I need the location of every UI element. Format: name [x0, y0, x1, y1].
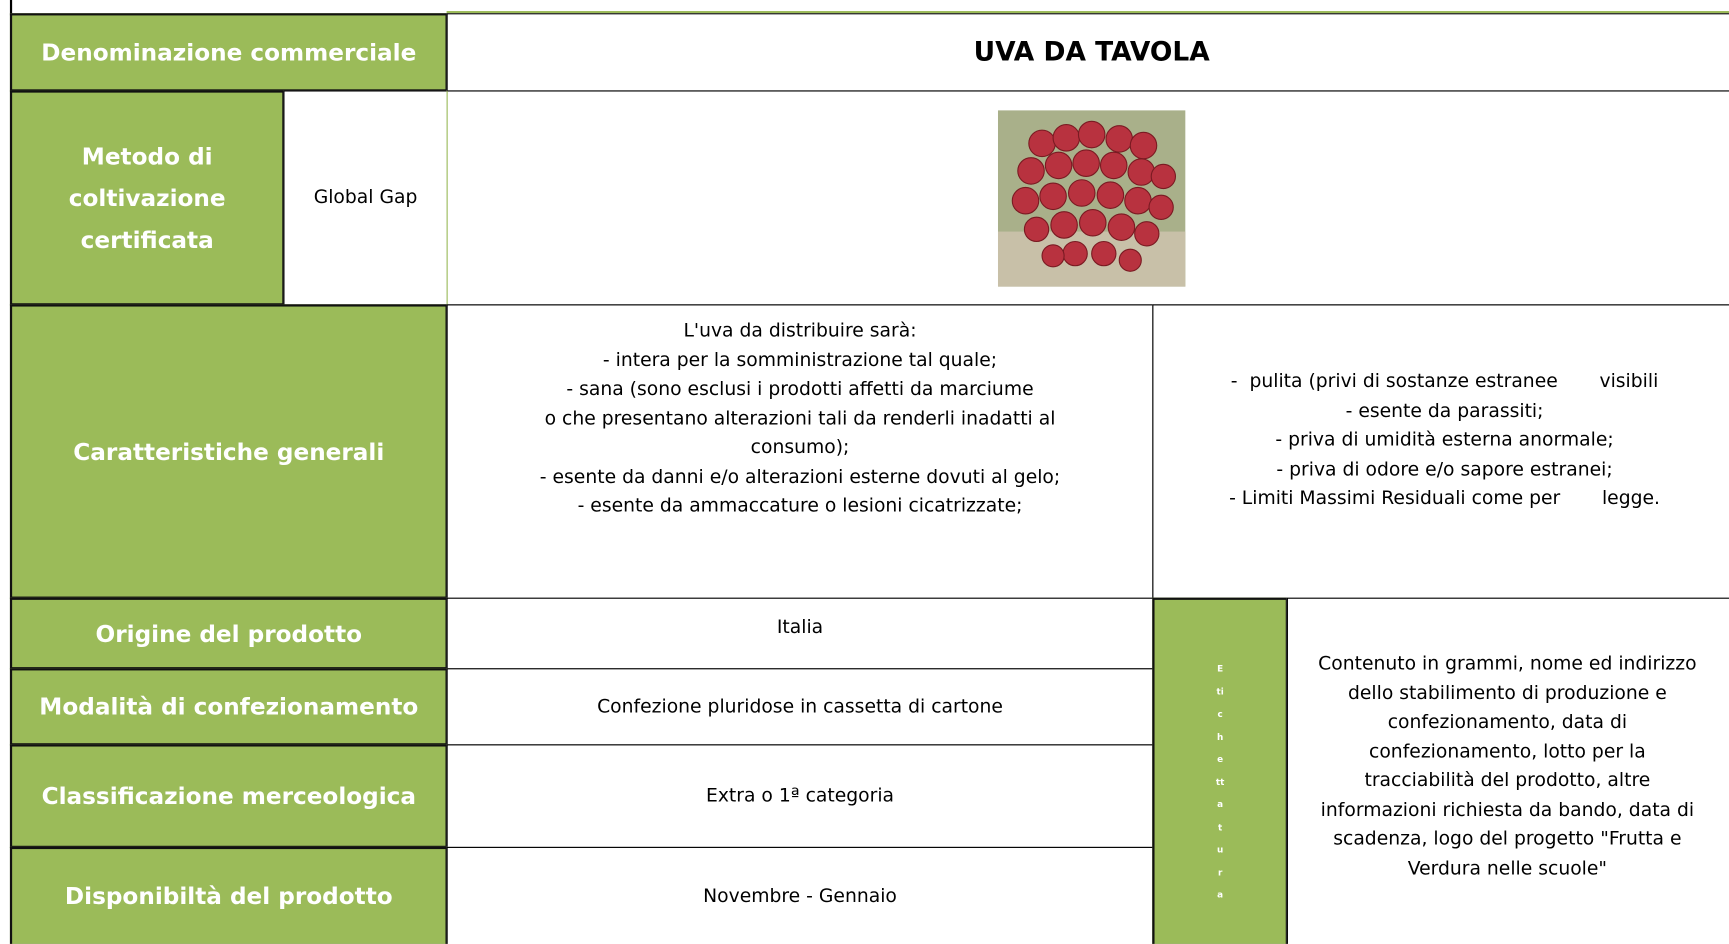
- value: Global Gap: [313, 186, 418, 209]
- text-line: dello stabilimento di produzione e: [1347, 682, 1667, 705]
- text-line: - sana (sono esclusi i prodotti affetti …: [566, 378, 1034, 401]
- label-cell: Metodo di coltivazione certificata: [9, 90, 285, 306]
- label-cell: Classificazione merceologica: [9, 744, 448, 848]
- value-cell: Novembre - Gennaio: [446, 846, 1154, 944]
- label: Modalità di confezionamento: [39, 693, 419, 721]
- value: Extra o 1ª categoria: [705, 784, 895, 807]
- text-line: L'uva da distribuire sarà:: [683, 319, 917, 342]
- text-line: - esente da danni e/o alterazioni estern…: [539, 465, 1061, 488]
- value-cell: L'uva da distribuire sarà: - intera per l…: [446, 304, 1154, 599]
- text-line: - Limiti Massimi Residuali come per legg…: [1229, 487, 1661, 510]
- text-line: - esente da ammaccature o lesioni cicatr…: [577, 495, 1023, 518]
- label-cell: Origine del prodotto: [9, 597, 448, 670]
- value-cell: Italia: [446, 597, 1154, 670]
- text-line: confezionamento, lotto per la: [1369, 740, 1646, 763]
- text-line: - intera per la somministrazione tal qua…: [602, 349, 998, 372]
- label-cell: Caratteristiche generali: [9, 304, 448, 599]
- value: Confezione pluridose in cassetta di cart…: [597, 695, 1003, 718]
- text-line: scadenza, logo del progetto "Frutta e: [1333, 828, 1682, 851]
- value-cell: - pulita (privi di sostanze estranee vis…: [1152, 304, 1729, 599]
- text-line: Verdura nelle scuole": [1407, 857, 1608, 880]
- value: Novembre - Gennaio: [703, 885, 897, 908]
- label: Origine del prodotto: [95, 620, 363, 647]
- text-line: tracciabilità del prodotto, altre: [1364, 769, 1651, 792]
- text-line: o che presentano alterazioni tali da ren…: [544, 407, 1056, 430]
- text-line: confezionamento, data di: [1387, 711, 1628, 734]
- grape-image: [997, 109, 1186, 287]
- title: UVA DA TAVOLA: [973, 36, 1210, 68]
- label: Denominazione commerciale: [41, 39, 417, 66]
- vertical-label: Etichettatura: [1215, 664, 1225, 901]
- image-cell: [446, 90, 1729, 306]
- title-cell: UVA DA TAVOLA: [446, 13, 1729, 92]
- text-line: informazioni richiesta da bando, data di: [1320, 798, 1695, 821]
- border: [9, 0, 13, 16]
- label-cell: Modalità di confezionamento: [9, 668, 448, 746]
- value-cell: Extra o 1ª categoria: [446, 744, 1154, 848]
- text-line: - esente da parassiti;: [1345, 400, 1544, 423]
- text-line: - pulita (privi di sostanze estranee vis…: [1230, 370, 1659, 393]
- border: [446, 11, 1729, 14]
- value-cell: Contenuto in grammi, nome ed indirizzo de…: [1286, 597, 1729, 944]
- value: Italia: [776, 616, 824, 639]
- value-cell: Global Gap: [283, 90, 448, 306]
- text-line: - priva di odore e/o sapore estranei;: [1276, 458, 1613, 481]
- label-cell: Denominazione commerciale: [9, 13, 448, 92]
- label: Metodo di coltivazione certificata: [68, 142, 226, 254]
- label: Disponibiltà del prodotto: [64, 883, 393, 910]
- value-cell: Confezione pluridose in cassetta di cart…: [446, 668, 1154, 746]
- label: Classificazione merceologica: [41, 782, 417, 810]
- text-line: Contenuto in grammi, nome ed indirizzo: [1318, 652, 1697, 675]
- label: Caratteristiche generali: [73, 438, 385, 465]
- text-line: consumo);: [750, 436, 850, 459]
- label-cell: Etichettatura: [1152, 597, 1288, 944]
- label-cell: Disponibiltà del prodotto: [9, 846, 448, 944]
- text-line: - priva di umidità esterna anormale;: [1275, 429, 1614, 452]
